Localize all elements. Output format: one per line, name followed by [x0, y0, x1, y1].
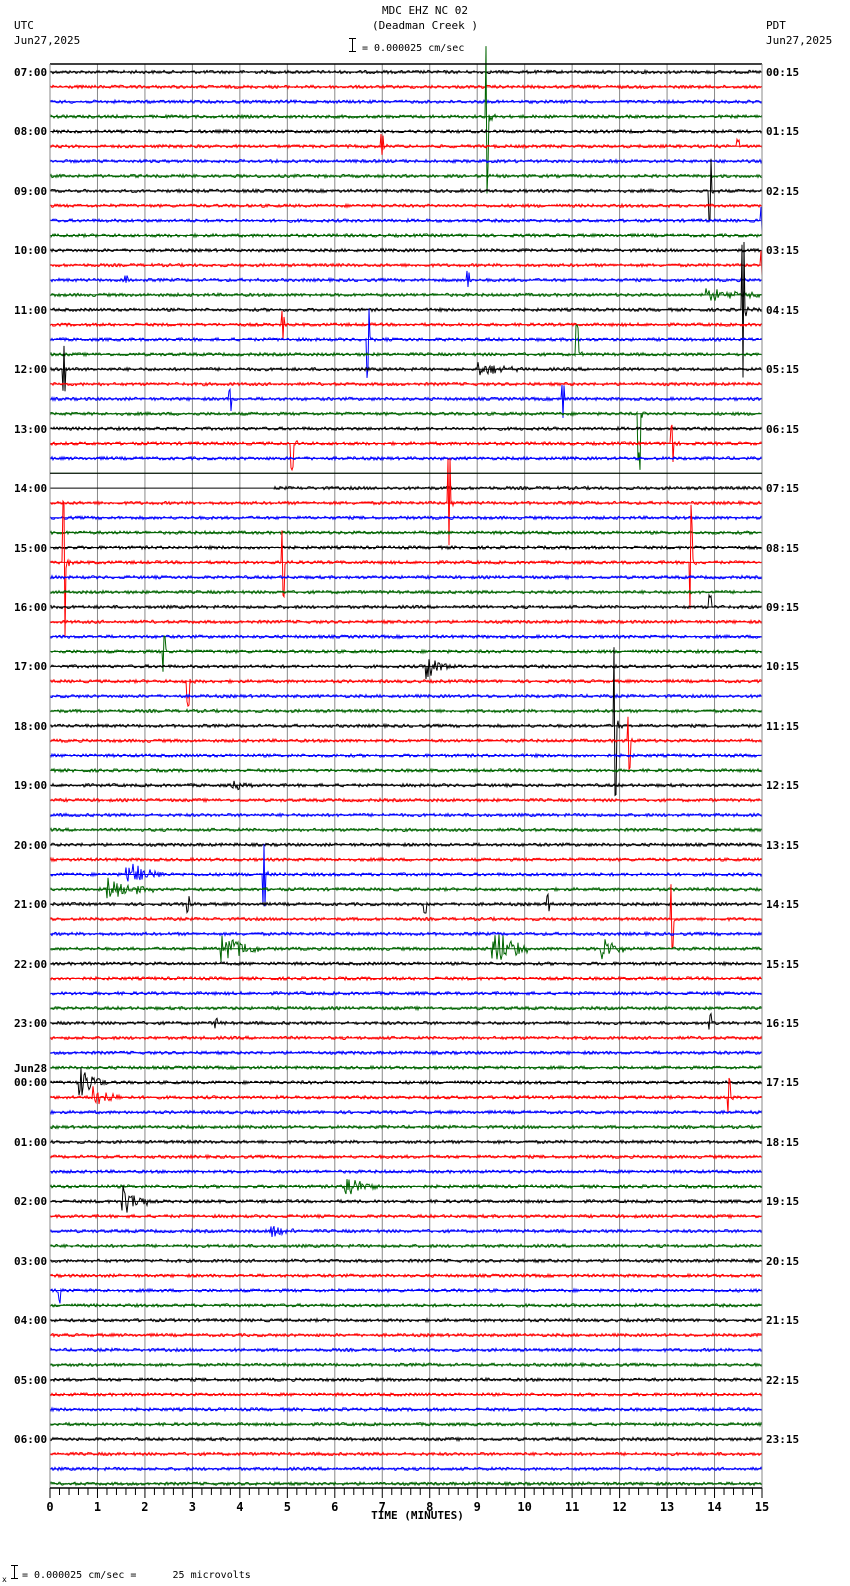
utc-hour-label: 04:00 [14, 1314, 48, 1328]
pdt-hour-label: 03:15 [766, 244, 800, 258]
x-tick-label: 8 [426, 1500, 434, 1514]
utc-hour-label: 17:00 [14, 660, 48, 674]
plot-frame [49, 63, 763, 1488]
pdt-hour-label: 08:15 [766, 541, 800, 555]
pdt-hour-label: 11:15 [766, 719, 800, 733]
left-date: Jun27,2025 [14, 34, 81, 47]
x-tick-label: 6 [331, 1500, 339, 1514]
x-tick-label: 4 [236, 1500, 244, 1514]
pdt-hour-label: 00:15 [766, 66, 800, 79]
utc-hour-label: 10:00 [14, 244, 48, 258]
x-tick-label: 12 [612, 1500, 627, 1514]
utc-hour-label: 19:00 [14, 779, 48, 793]
seismic-traces [49, 46, 763, 1487]
utc-hour-label: 23:00 [14, 1017, 48, 1031]
utc-hour-label: 01:00 [14, 1135, 48, 1149]
footer-scale-text: = 0.000025 cm/sec = 25 microvolts [22, 1570, 251, 1581]
pdt-hour-label: 09:15 [766, 600, 800, 614]
x-tick-label: 0 [46, 1500, 54, 1514]
utc-hour-label: 06:00 [14, 1433, 48, 1447]
pdt-hour-label: 12:15 [766, 779, 800, 793]
pdt-hour-label: 21:15 [766, 1314, 800, 1328]
utc-hour-label: 00:00 [14, 1076, 48, 1090]
x-axis-title: TIME (MINUTES) [371, 1509, 464, 1522]
utc-hour-label: 09:00 [14, 184, 48, 198]
x-tick-label: 13 [659, 1500, 675, 1514]
pdt-hour-label: 18:15 [766, 1135, 800, 1149]
x-tick-label: 2 [141, 1500, 149, 1514]
grid-lines [96, 64, 716, 1488]
utc-hour-label: 05:00 [14, 1373, 48, 1387]
pdt-hour-label: 04:15 [766, 303, 800, 317]
utc-hour-label: 18:00 [14, 719, 48, 733]
pdt-hour-label: 06:15 [766, 422, 800, 436]
pdt-hour-label: 16:15 [766, 1017, 800, 1031]
utc-hour-label: 22:00 [14, 957, 48, 971]
pdt-hour-label: 19:15 [766, 1195, 800, 1209]
utc-hour-label: 08:00 [14, 125, 48, 139]
scale-text: = 0.000025 cm/sec [362, 43, 465, 54]
date-change-label: Jun28 [14, 1062, 48, 1076]
utc-hour-label: 03:00 [14, 1254, 48, 1268]
utc-hour-label: 16:00 [14, 600, 48, 614]
x-tick-label: 7 [378, 1500, 386, 1514]
pdt-hour-label: 07:15 [766, 482, 800, 496]
utc-hour-label: 20:00 [14, 838, 48, 852]
right-date: Jun27,2025 [766, 34, 833, 47]
utc-hour-label: 13:00 [14, 422, 48, 436]
footer-scale-bar-icon [11, 1565, 18, 1579]
x-tick-label: 11 [564, 1500, 580, 1514]
station-title: MDC EHZ NC 02 [381, 4, 469, 17]
x-tick-label: 1 [93, 1500, 102, 1514]
scale-bar-icon [349, 38, 356, 52]
x-tick-label: 3 [188, 1500, 196, 1514]
right-timezone: PDT [766, 19, 786, 32]
footer-mark: x [2, 1575, 7, 1584]
utc-hour-label: 14:00 [14, 482, 48, 496]
x-tick-label: 10 [517, 1500, 532, 1514]
pdt-hour-label: 02:15 [766, 184, 800, 198]
time-axis [49, 1487, 763, 1498]
x-tick-label: 5 [283, 1500, 291, 1514]
pdt-hour-label: 20:15 [766, 1254, 800, 1268]
utc-hour-label: 21:00 [14, 898, 48, 912]
x-tick-label: 14 [707, 1500, 722, 1514]
pdt-hour-label: 23:15 [766, 1433, 800, 1447]
x-tick-label: 15 [754, 1500, 770, 1514]
pdt-hour-label: 22:15 [766, 1373, 800, 1387]
pdt-hour-label: 17:15 [766, 1076, 800, 1090]
utc-hour-label: 11:00 [14, 303, 48, 317]
x-tick-label: 9 [473, 1500, 481, 1514]
left-timezone: UTC [14, 19, 34, 32]
pdt-hour-label: 14:15 [766, 898, 800, 912]
pdt-hour-label: 05:15 [766, 363, 800, 377]
pdt-hour-label: 15:15 [766, 957, 800, 971]
pdt-hour-label: 13:15 [766, 838, 800, 852]
utc-hour-label: 15:00 [14, 541, 48, 555]
utc-hour-label: 02:00 [14, 1195, 48, 1209]
pdt-hour-label: 01:15 [766, 125, 800, 139]
pdt-hour-label: 10:15 [766, 660, 800, 674]
station-location: (Deadman Creek ) [372, 19, 478, 32]
utc-hour-label: 12:00 [14, 363, 48, 377]
utc-hour-label: 07:00 [14, 66, 48, 79]
